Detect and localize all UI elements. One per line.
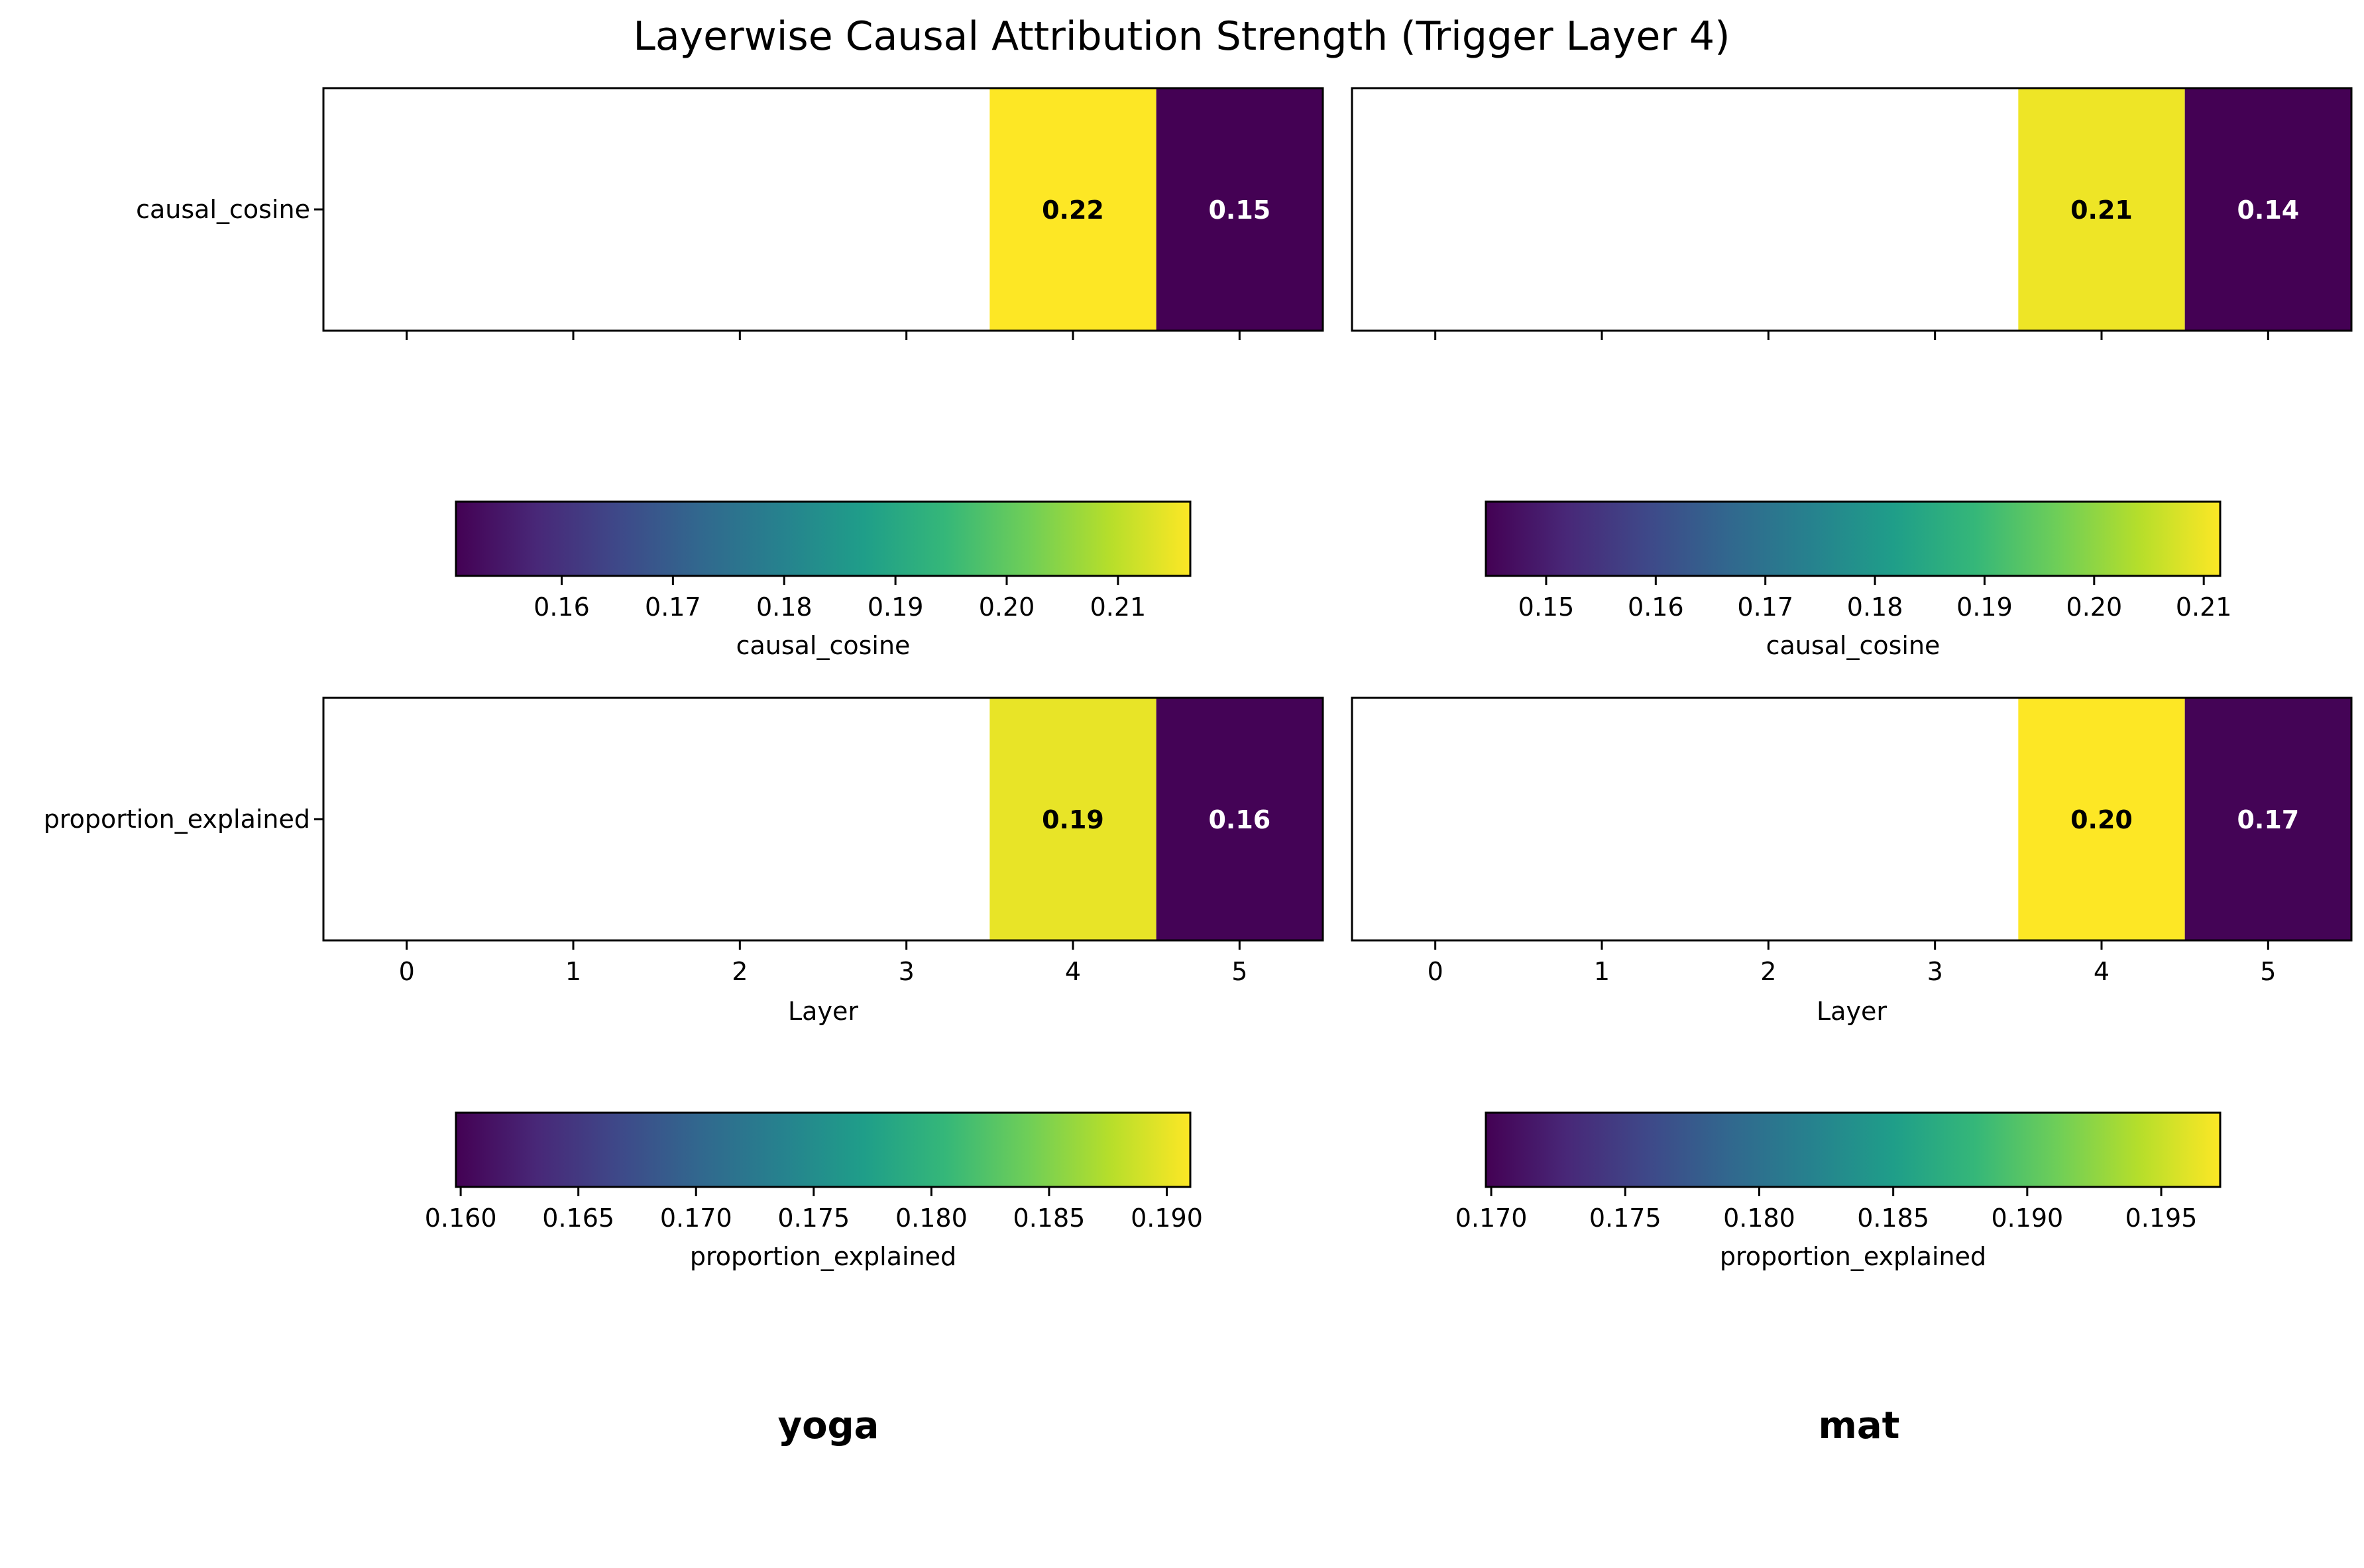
colorbar-tick-label: 0.19 (1956, 592, 2013, 622)
x-tick-label: 0 (399, 957, 415, 986)
cell-value-label: 0.16 (1208, 805, 1270, 834)
y-tick-label: causal_cosine (136, 195, 310, 224)
colorbar-frame (1485, 500, 2222, 577)
x-axis-label: Layer (1817, 997, 1887, 1026)
colorbar-tick-label: 0.20 (2066, 592, 2123, 622)
heatmap-panels: 0.22 0.15 causal_cosine 0.16 0.17 0.18 0.19 0.2… (44, 87, 2353, 1271)
colorbar-tick-label: 0.19 (868, 592, 924, 622)
colorbar-tick-label: 0.195 (2125, 1204, 2198, 1233)
heatmap-panel-yoga-proportion_explained: 0.19 0.16 0 1 2 3 4 5 Layer proportion_explained (44, 697, 1324, 1026)
x-tick-label: 1 (1594, 957, 1610, 986)
heatmap-cell (2018, 88, 2185, 331)
axes-frame (1351, 87, 2353, 332)
colorbar-frame (455, 1111, 1192, 1188)
cell-value-label: 0.22 (1042, 196, 1104, 225)
heatmap-cell (1156, 88, 1323, 331)
colorbar-tick-label: 0.170 (660, 1204, 732, 1233)
heatmap-panel-yoga-causal_cosine: 0.22 0.15 causal_cosine (136, 87, 1324, 340)
colorbar-frame (455, 500, 1192, 577)
colorbar-mat-causal_cosine: 0.15 0.16 0.17 0.18 0.19 0.20 0.21 causal_cosin… (1485, 500, 2232, 660)
heatmap-cell (1156, 698, 1323, 940)
cell-value-label: 0.17 (2237, 805, 2299, 834)
colorbar-tick-label: 0.175 (1589, 1204, 1661, 1233)
colorbar-tick-label: 0.15 (1518, 592, 1575, 622)
colorbar-tick-label: 0.190 (1991, 1204, 2063, 1233)
x-tick-label: 0 (1428, 957, 1443, 986)
colorbar-tick-label: 0.170 (1455, 1204, 1528, 1233)
colorbar-tick-label: 0.180 (895, 1204, 968, 1233)
colorbar-label: causal_cosine (736, 631, 911, 660)
x-tick-label: 5 (2260, 957, 2276, 986)
heatmap-panel-mat-proportion_explained: 0.20 0.17 0 1 2 3 4 5 Layer (1351, 697, 2353, 1026)
x-tick-label: 3 (1927, 957, 1943, 986)
heatmap-cell (989, 88, 1156, 331)
cell-value-label: 0.19 (1042, 805, 1104, 834)
colorbar-tick-label: 0.18 (756, 592, 813, 622)
colorbar-gradient (456, 502, 1190, 576)
colorbar-tick-label: 0.21 (2176, 592, 2232, 622)
cell-value-label: 0.15 (1208, 196, 1270, 225)
heatmap-panel-mat-causal_cosine: 0.21 0.14 (1351, 87, 2353, 340)
x-tick-label: 5 (1231, 957, 1247, 986)
cell-value-label: 0.21 (2070, 196, 2133, 225)
colorbar-tick-label: 0.17 (645, 592, 701, 622)
figure-title: Layerwise Causal Attribution Strength (T… (633, 13, 1730, 60)
x-axis-label: Layer (788, 997, 858, 1026)
colorbar-tick-label: 0.165 (542, 1204, 614, 1233)
colorbar-label: proportion_explained (690, 1242, 956, 1271)
colorbar-tick-label: 0.185 (1857, 1204, 1929, 1233)
colorbar-tick-label: 0.18 (1847, 592, 1903, 622)
x-tick-label: 4 (1065, 957, 1081, 986)
heatmap-cell (989, 698, 1156, 940)
colorbar-gradient (1486, 502, 2220, 576)
colorbar-tick-label: 0.185 (1013, 1204, 1086, 1233)
heatmap-cell (2184, 88, 2351, 331)
colorbar-tick-label: 0.17 (1737, 592, 1793, 622)
x-tick-label: 2 (1760, 957, 1776, 986)
axes-frame (1351, 697, 2353, 942)
x-tick-label: 3 (899, 957, 915, 986)
colorbar-yoga-proportion_explained: 0.160 0.165 0.170 0.175 0.180 0.185 0.190 propo… (425, 1111, 1203, 1271)
colorbar-mat-proportion_explained: 0.170 0.175 0.180 0.185 0.190 0.195 proportion… (1455, 1111, 2222, 1271)
colorbar-tick-label: 0.160 (425, 1204, 497, 1233)
x-tick-label: 1 (565, 957, 581, 986)
colorbar-tick-label: 0.175 (777, 1204, 850, 1233)
y-tick-label: proportion_explained (44, 805, 310, 834)
cell-value-label: 0.14 (2237, 196, 2299, 225)
colorbar-frame (1485, 1111, 2222, 1188)
x-tick-label: 2 (732, 957, 748, 986)
colorbar-gradient (456, 1113, 1190, 1187)
colorbar-tick-label: 0.16 (534, 592, 590, 622)
colorbar-gradient (1486, 1113, 2220, 1187)
colorbar-tick-label: 0.16 (1628, 592, 1684, 622)
column-title-mat: mat (1819, 1404, 1900, 1447)
colorbar-tick-label: 0.20 (979, 592, 1035, 622)
colorbar-tick-label: 0.180 (1723, 1204, 1795, 1233)
x-tick-label: 4 (2094, 957, 2110, 986)
colorbar-tick-label: 0.190 (1131, 1204, 1203, 1233)
colorbar-tick-label: 0.21 (1090, 592, 1147, 622)
heatmap-cell (2184, 698, 2351, 940)
colorbar-yoga-causal_cosine: 0.16 0.17 0.18 0.19 0.20 0.21 causal_cosine (455, 500, 1192, 660)
column-title-yoga: yoga (778, 1404, 879, 1447)
heatmap-cell (2018, 698, 2185, 940)
colorbar-label: causal_cosine (1766, 631, 1941, 660)
colorbar-label: proportion_explained (1720, 1242, 1986, 1271)
cell-value-label: 0.20 (2070, 805, 2133, 834)
